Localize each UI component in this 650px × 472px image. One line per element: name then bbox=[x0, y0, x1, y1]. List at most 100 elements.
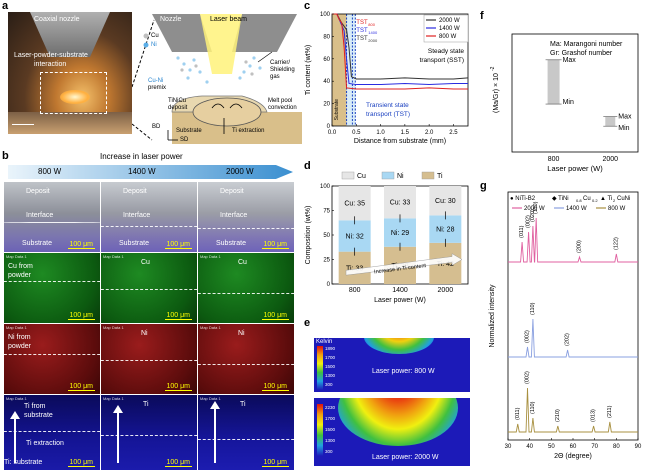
bar-cu-label: Cu: 30 bbox=[435, 198, 456, 205]
ti-up-arrow-head bbox=[113, 405, 123, 413]
x-tick-label: 800 bbox=[349, 287, 361, 294]
map-tag: Map Data 1 bbox=[6, 396, 27, 401]
legend-label: 800 W bbox=[439, 34, 457, 40]
x-tick-label: 2.5 bbox=[449, 130, 458, 136]
x-axis-label: Laser power (W) bbox=[547, 164, 603, 173]
deposit-label: Deposit bbox=[123, 188, 147, 195]
bar-cu bbox=[429, 186, 462, 216]
x-tick-label: 800 bbox=[548, 156, 560, 163]
interface-label: Interface bbox=[220, 212, 248, 219]
x-tick-label: 1.5 bbox=[401, 130, 410, 136]
bar-ni-label: Ni: 28 bbox=[436, 227, 454, 234]
ti-short-label: Ti bbox=[240, 401, 246, 408]
max-label: Max bbox=[563, 57, 577, 64]
y-tick-label: 100 bbox=[320, 184, 331, 190]
y-axis-exponent: -2 bbox=[490, 66, 496, 71]
legend-swatch bbox=[341, 171, 355, 180]
color-scale-2000 bbox=[317, 404, 323, 456]
color-scale-800 bbox=[317, 346, 323, 390]
scale-bar: 100 μm bbox=[67, 459, 95, 467]
zoom-line-top bbox=[132, 19, 155, 88]
legend-power-label: 2000 W bbox=[524, 206, 545, 212]
legend-label: Cu bbox=[357, 173, 366, 180]
premix-label-2: premix bbox=[148, 85, 167, 91]
panel-g-chart: ● NiTi-B2 ◆ TiNi 0.8 Cu 0.2 ▲ Ti 2 CuNi 2000 W 14… bbox=[489, 191, 642, 460]
xrd-pattern-1400w bbox=[508, 318, 638, 358]
peak-label: (013) bbox=[591, 409, 597, 422]
convection-arrow-1 bbox=[211, 103, 225, 109]
map-tag: Map Data 1 bbox=[103, 325, 124, 330]
series-line-1400w bbox=[332, 13, 468, 86]
legend-phase-3: ▲ Ti bbox=[600, 196, 612, 202]
tst-sub: 800 bbox=[368, 22, 375, 27]
deposit-label-2: deposit bbox=[168, 105, 188, 111]
legend-sub-1: 0.8 bbox=[576, 198, 582, 203]
scale-tick: 1500 bbox=[325, 427, 336, 432]
carrier-gas-label-3: gas bbox=[270, 74, 280, 80]
x-axis-label: Laser power (W) bbox=[374, 297, 426, 304]
melt-glow bbox=[60, 90, 90, 104]
fem-800-pool bbox=[364, 338, 434, 354]
y-tick-label: 80 bbox=[323, 34, 330, 40]
tst-desc-1: Transient state bbox=[366, 102, 409, 109]
peak-label: (211) bbox=[607, 405, 613, 418]
scale-bar: 100 μm bbox=[67, 312, 95, 320]
ti-extraction-label: Ti extraction bbox=[26, 440, 64, 447]
melt-pool-label-2: convection bbox=[268, 105, 297, 111]
bar-cu bbox=[384, 186, 416, 219]
x-axis-label: Distance from substrate (mm) bbox=[354, 138, 446, 145]
legend-sub-2: 0.2 bbox=[592, 198, 598, 203]
x-tick-label: 70 bbox=[591, 444, 598, 450]
tst-sub: 2000 bbox=[368, 38, 378, 43]
power-label-1400: 1400 W bbox=[128, 167, 156, 176]
xrd-pattern-800w bbox=[508, 387, 638, 433]
y-tick-label: 100 bbox=[320, 12, 331, 18]
bar-cu-label: Cu: 35 bbox=[344, 201, 365, 208]
scale-ticks-800: 1890 1700 1500 1300 300 bbox=[325, 344, 335, 389]
y-axis-label: (Ma/Gr) × 10 bbox=[493, 73, 500, 113]
interface-label: Interface bbox=[26, 212, 54, 219]
y-tick-label: 25 bbox=[323, 258, 330, 264]
peak-label: (210) bbox=[555, 409, 561, 422]
ti-increase-arrow bbox=[345, 253, 463, 276]
y-tick-label: 20 bbox=[323, 102, 330, 108]
ti-map-800: Map Data 1 Ti from substrate Ti extracti… bbox=[4, 395, 100, 470]
carrier-arrow bbox=[257, 51, 273, 63]
ni-legend-label: Ni bbox=[151, 42, 157, 48]
x-tick-label: 0.0 bbox=[328, 130, 337, 136]
min-label: Min bbox=[618, 125, 629, 132]
x-tick-label: 80 bbox=[613, 444, 620, 450]
sem-800: Deposit Interface Substrate 100 μm bbox=[4, 182, 100, 252]
ti-map-1400: Map Data 1 Ti 100 μm bbox=[101, 395, 197, 470]
substrate-label: Substrate bbox=[216, 240, 246, 247]
map-tag: Map Data 1 bbox=[6, 325, 27, 330]
carrier-gas-label-1: Carrier/ bbox=[270, 60, 291, 66]
cu-from-label-2: powder bbox=[8, 272, 31, 279]
y-tick-label: 0 bbox=[327, 124, 331, 130]
scale-bar: 100 μm bbox=[164, 459, 192, 467]
x-tick-label: 2000 bbox=[602, 156, 618, 163]
cu-map-800: Map Data 1 Cu from powder 100 μm bbox=[4, 253, 100, 323]
peak-label: (122) bbox=[613, 237, 619, 250]
scale-bar: 100 μm bbox=[164, 312, 192, 320]
map-tag: Map Data 1 bbox=[200, 325, 221, 330]
legend-label: 1400 W bbox=[439, 26, 460, 32]
x-tick-label: 2.0 bbox=[425, 130, 434, 136]
nozzle-label: Nozzle bbox=[160, 16, 182, 23]
peak-label: (202) bbox=[565, 333, 571, 346]
x-tick-label: 40 bbox=[526, 444, 533, 450]
powder-particles bbox=[176, 56, 262, 84]
scale-tick: 1700 bbox=[325, 355, 336, 360]
legend-swatch bbox=[421, 171, 435, 180]
sst-label-2: transport (SST) bbox=[420, 57, 464, 64]
axes-frame bbox=[511, 33, 639, 153]
peak-label: (110) bbox=[530, 302, 536, 315]
map-tag: Map Data 1 bbox=[200, 254, 221, 259]
tst-label: TST bbox=[356, 28, 368, 34]
bar-ti-label: Ti: 33 bbox=[346, 265, 363, 272]
substrate-label: Substrate bbox=[22, 240, 52, 247]
series-line-800w bbox=[332, 13, 468, 90]
x-tick-label: 90 bbox=[635, 444, 642, 450]
fem-2000-title: Laser power: 2000 W bbox=[372, 454, 439, 461]
